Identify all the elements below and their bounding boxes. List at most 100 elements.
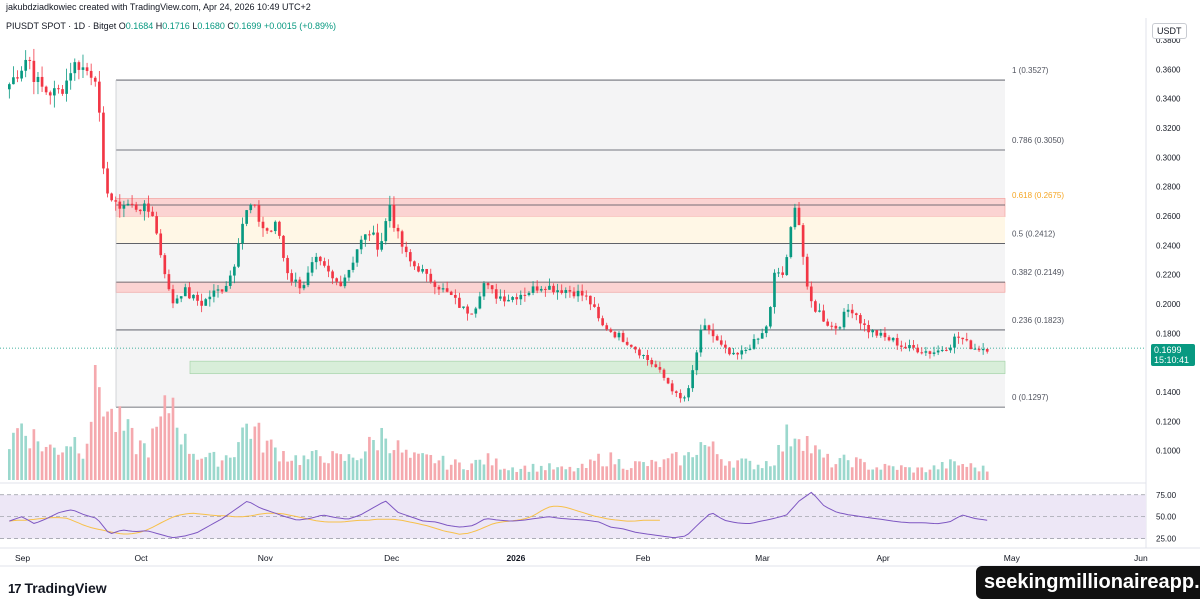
candle-body (535, 286, 539, 291)
candle-body (916, 347, 920, 353)
volume-bar (179, 444, 183, 480)
currency-selector[interactable]: USDT (1152, 23, 1187, 39)
candle-body (470, 313, 474, 315)
volume-bar (28, 448, 32, 480)
volume-bar (850, 467, 854, 480)
candle-body (380, 241, 384, 250)
candle-body (769, 307, 772, 327)
candle-body (245, 210, 248, 224)
candle-body (57, 88, 60, 90)
volume-bar (879, 469, 883, 480)
candle-body (744, 349, 748, 351)
candle-body (93, 77, 97, 82)
candle-body (282, 235, 285, 258)
candle-body (560, 290, 564, 293)
candle-body (269, 230, 273, 232)
volume-bar (167, 413, 171, 480)
volume-bar (98, 387, 101, 480)
volume-bar (785, 424, 789, 480)
candle-body (687, 388, 690, 398)
volume-bar (965, 466, 969, 480)
volume-bar (40, 451, 44, 480)
volume-bar (535, 471, 539, 480)
candle-body (53, 88, 56, 96)
candle-body (683, 397, 686, 399)
volume-bar (899, 465, 903, 480)
candle-body (212, 290, 216, 297)
volume-bar (417, 453, 420, 480)
volume-bar (809, 453, 813, 480)
y-tick-label-8: 0.2200 (1156, 271, 1181, 280)
volume-bar (93, 365, 97, 480)
candle-body (363, 234, 367, 240)
candle-body (302, 285, 306, 289)
volume-bar (944, 468, 948, 480)
volume-bar (368, 436, 371, 480)
volume-bar (413, 452, 416, 480)
volume-bar (695, 454, 699, 480)
candle-body (437, 286, 441, 290)
candle-body (638, 349, 641, 356)
candle-body (122, 205, 126, 209)
x-tick-label-8: May (1004, 553, 1021, 563)
volume-bar (724, 465, 727, 480)
volume-bar (953, 461, 956, 480)
volume-bar (36, 441, 40, 480)
volume-bar (126, 419, 130, 480)
candle-body (425, 268, 429, 274)
candle-body (265, 228, 269, 231)
candle-body (261, 221, 265, 229)
candle-body (773, 272, 776, 308)
volume-bar (171, 397, 175, 480)
volume-bar (871, 469, 875, 480)
volume-bar (359, 458, 363, 480)
volume-bar (617, 459, 621, 480)
volume-bar (683, 455, 686, 480)
candle-body (335, 278, 338, 282)
volume-bar (838, 458, 842, 480)
candle-body (679, 392, 682, 399)
candle-body (24, 59, 28, 71)
candle-body (171, 289, 175, 304)
volume-bar (48, 444, 52, 480)
volume-bar (453, 459, 457, 480)
volume-bar (380, 427, 384, 480)
candle-body (965, 339, 969, 341)
volume-bar (265, 440, 269, 480)
candle-body (846, 309, 850, 312)
volume-bar (908, 467, 911, 480)
candle-body (977, 348, 981, 351)
volume-bar (376, 450, 379, 480)
volume-bar (670, 453, 674, 480)
volume-bar (744, 458, 748, 480)
candle-body (928, 351, 932, 354)
candle-body (515, 297, 519, 300)
candle-body (224, 285, 228, 292)
candle-body (69, 73, 73, 81)
volume-bar (155, 426, 158, 480)
y-tick-label-9: 0.2000 (1156, 300, 1181, 309)
volume-bar (511, 467, 514, 480)
candle-body (81, 67, 85, 70)
volume-bar (278, 461, 281, 480)
volume-bar (793, 438, 797, 480)
rsi-ma-line (9, 505, 660, 535)
candle-body (462, 306, 465, 308)
last-price-value: 0.1699 (1154, 345, 1182, 355)
volume-bar (527, 471, 531, 480)
volume-bar (863, 462, 866, 480)
volume-bar (985, 471, 989, 480)
tradingview-logo-icon: 17 (8, 580, 22, 596)
candle-body (273, 221, 277, 232)
volume-bar (314, 450, 318, 480)
tradingview-logo[interactable]: 17 TradingView (8, 580, 107, 596)
volume-bar (740, 458, 744, 480)
candle-body (805, 256, 809, 287)
candle-body (576, 290, 580, 297)
candle-body (932, 352, 936, 354)
zone-green-3 (189, 360, 1006, 375)
candle-body (253, 204, 257, 206)
volume-bar (261, 452, 265, 480)
symbol-name[interactable]: PIUSDT SPOT · 1D · Bitget (6, 21, 117, 31)
